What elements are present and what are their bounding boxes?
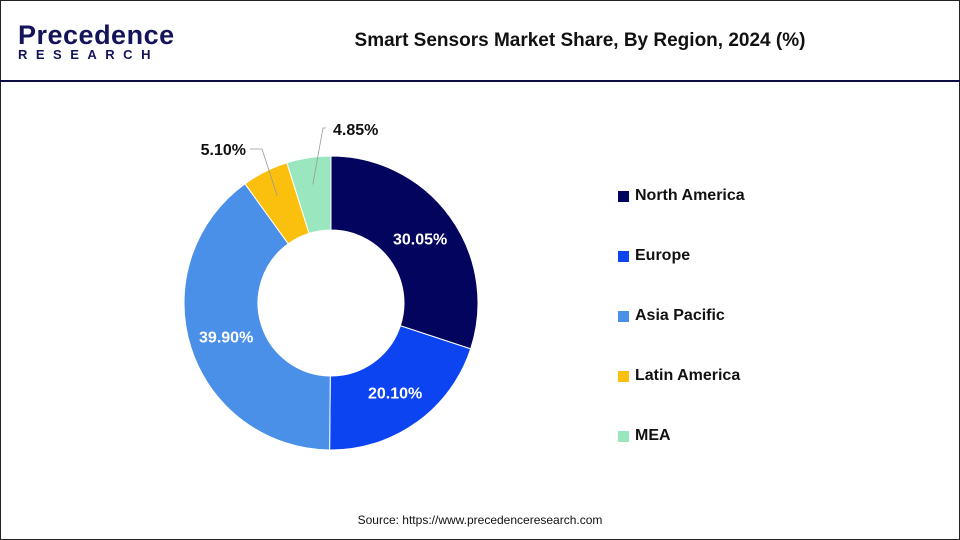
legend-item: Asia Pacific [618,286,745,346]
legend-label: Europe [635,247,691,264]
legend-item: MEA [618,406,745,466]
slice-asia-pacific [183,183,331,451]
legend-label: MEA [635,427,671,444]
slice-mea [286,155,332,234]
logo-line1: Precedence [18,20,175,50]
source-text: Source: https://www.precedenceresearch.c… [357,513,603,527]
legend-swatch [618,310,629,322]
legend-item: North America [618,166,745,226]
data-label: 20.10% [368,385,422,402]
legend-item: Europe [618,226,745,286]
logo-line2: RESEARCH [18,47,159,62]
legend-swatch [618,430,629,442]
slice-north-america [330,155,479,350]
data-label: 30.05% [393,231,447,248]
data-label: 39.90% [199,329,253,346]
leader-line [312,127,326,185]
header: Precedence RESEARCH Smart Sensors Market… [0,0,960,82]
legend-swatch [618,250,629,262]
logo: Precedence RESEARCH [18,20,175,62]
legend-swatch [618,190,629,202]
legend-label: North America [635,187,745,204]
data-label: 4.85% [333,122,378,139]
legend-swatch [618,370,629,382]
chart-title: Smart Sensors Market Share, By Region, 2… [354,30,806,51]
legend-label: Asia Pacific [635,307,725,324]
data-label: 5.10% [201,142,246,159]
legend: North America Europe Asia Pacific Latin Ame… [618,166,745,466]
leader-line [250,148,278,196]
legend-item: Latin America [618,346,745,406]
legend-label: Latin America [635,367,741,384]
slice-europe [329,325,472,451]
